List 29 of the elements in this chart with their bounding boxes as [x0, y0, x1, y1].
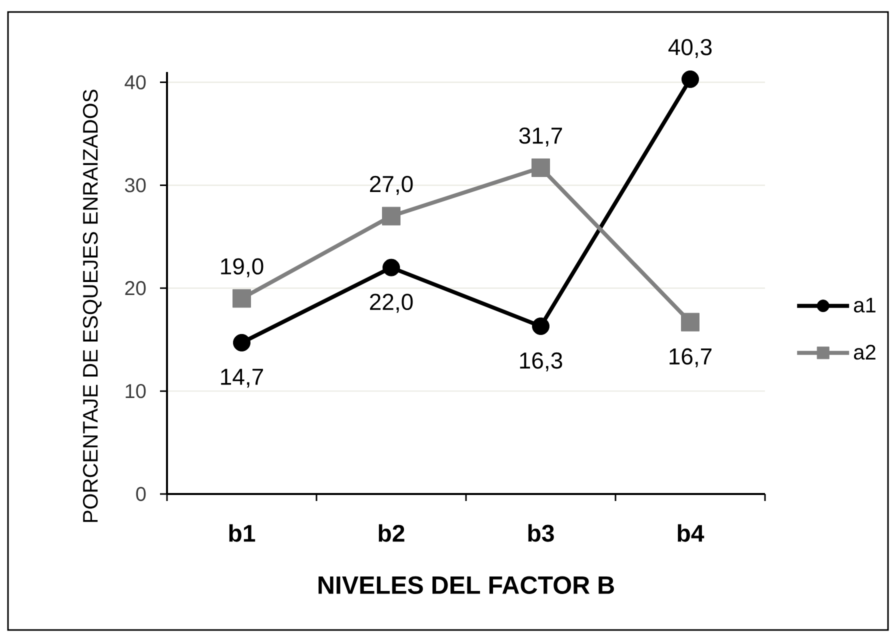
data-label: 16,3	[520, 352, 562, 372]
x-tick-label: b3	[528, 524, 554, 542]
x-tick-label: b4	[678, 524, 704, 542]
data-label: 31,7	[519, 128, 562, 147]
point	[232, 289, 251, 308]
point	[532, 158, 550, 177]
y-tick-label: 10	[126, 384, 146, 398]
y-tick-label: 20	[125, 281, 146, 296]
point	[532, 317, 550, 335]
y-axis-title: PORCENTAJE DE ESQUEJES ENRAIZADOS	[82, 90, 102, 522]
data-label: 19,0	[221, 258, 264, 278]
x-axis-title: NIVELES DEL FACTOR B	[318, 576, 614, 594]
data-label: 27,0	[370, 176, 413, 195]
y-tick-label: 30	[125, 178, 146, 192]
data-label: 40,3	[668, 38, 712, 58]
data-label: 16,7	[670, 348, 712, 368]
data-label: 14,7	[221, 368, 263, 388]
point	[382, 258, 400, 276]
x-tick-label: b1	[229, 524, 256, 542]
legend-label: a2	[854, 344, 876, 360]
point	[233, 334, 250, 352]
legend-label: a1	[854, 298, 876, 313]
point	[682, 70, 700, 88]
x-tick-label: b2	[378, 524, 404, 542]
point	[681, 312, 700, 332]
point	[382, 206, 401, 226]
data-label: 22,0	[370, 294, 413, 313]
y-tick-label: 0	[136, 486, 146, 502]
y-tick-label: 40	[124, 75, 146, 90]
